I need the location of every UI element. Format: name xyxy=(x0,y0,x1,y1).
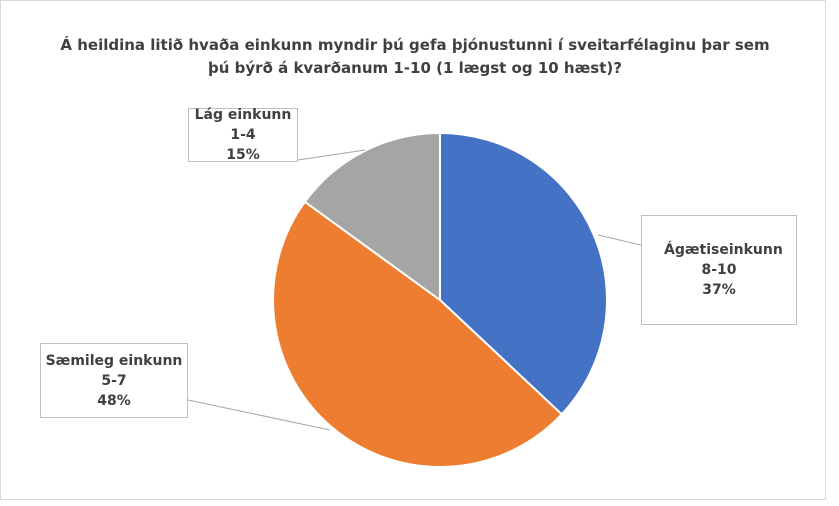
pie-slice xyxy=(303,131,441,302)
value-label: 48% xyxy=(97,392,131,409)
category-label: Sæmileg einkunn 5-7 xyxy=(45,352,183,389)
data-callout: Sæmileg einkunn 5-7 48% xyxy=(40,343,188,418)
leader-line xyxy=(297,149,366,161)
category-label: Lág einkunn 1-4 xyxy=(194,107,292,143)
leader-line xyxy=(597,234,642,246)
pie-slice xyxy=(439,131,608,416)
chart-frame xyxy=(0,0,826,500)
category-label: Ágætiseinkunn 8-10 xyxy=(664,242,783,278)
leader-line xyxy=(187,399,331,431)
data-callout: Ágætiseinkunn 8-10 37% xyxy=(641,215,797,325)
value-label: 15% xyxy=(226,147,260,163)
pie-slice xyxy=(272,200,564,468)
chart-title: Á heildina litið hvaða einkunn myndir þú… xyxy=(60,36,770,77)
data-callout: Lág einkunn 1-4 15% xyxy=(188,107,298,163)
value-label: 37% xyxy=(702,282,736,298)
